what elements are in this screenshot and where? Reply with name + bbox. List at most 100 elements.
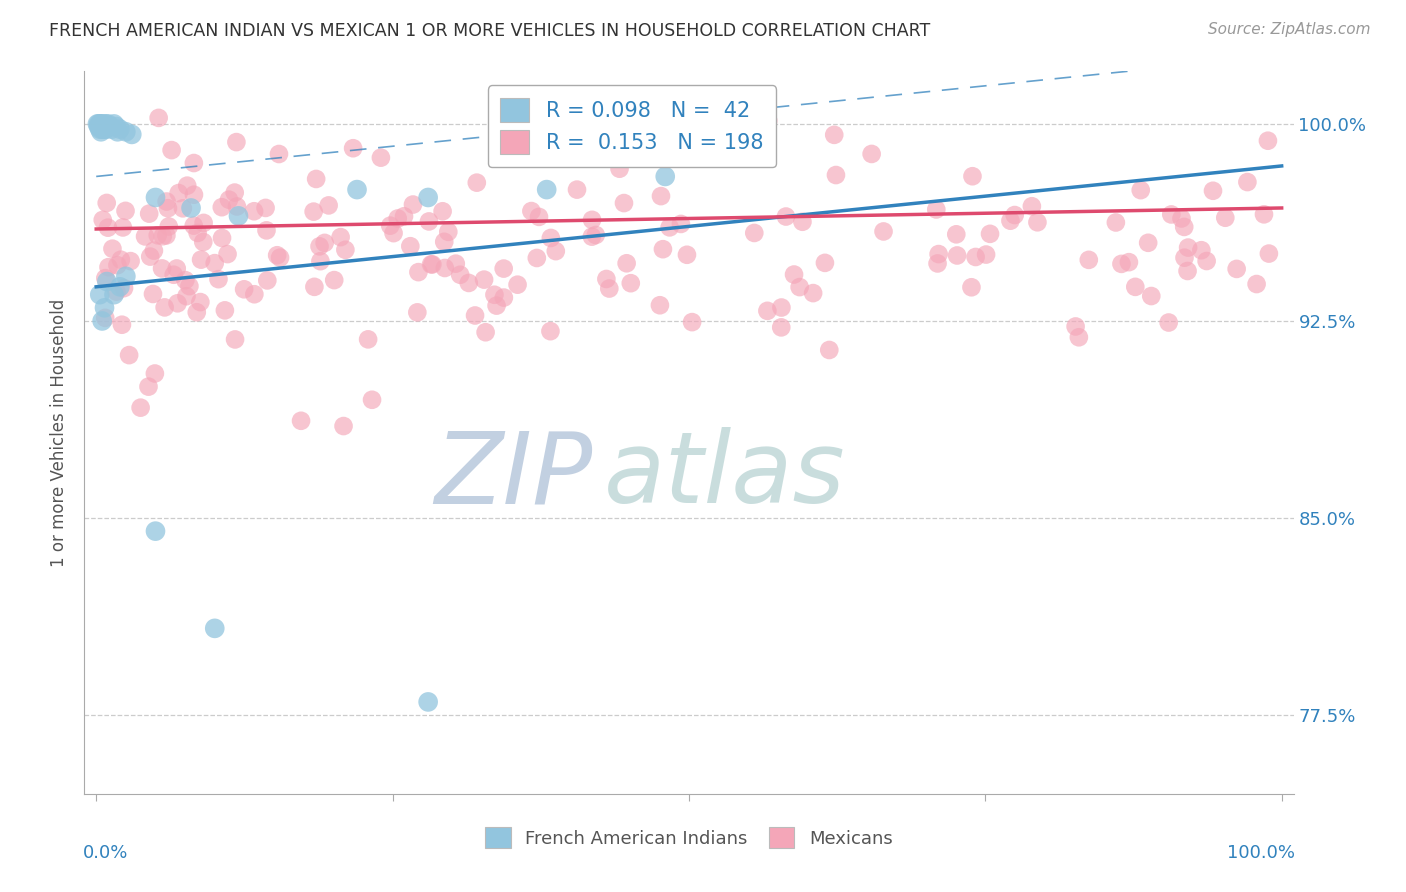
Point — [1067, 330, 1090, 344]
Point — [176, 178, 198, 193]
Point — [681, 315, 703, 329]
Point — [166, 261, 188, 276]
Point — [1111, 257, 1133, 271]
Point — [527, 210, 550, 224]
Point — [1077, 252, 1099, 267]
Point — [256, 273, 278, 287]
Point — [418, 695, 440, 709]
Point — [1226, 261, 1249, 276]
Point — [308, 239, 330, 253]
Point — [1170, 211, 1192, 226]
Point — [357, 332, 380, 346]
Point — [91, 117, 114, 131]
Point — [860, 147, 883, 161]
Point — [269, 251, 291, 265]
Point — [183, 219, 205, 233]
Point — [669, 217, 692, 231]
Point — [526, 251, 548, 265]
Point — [965, 250, 987, 264]
Point — [115, 125, 138, 139]
Point — [418, 190, 440, 204]
Point — [565, 183, 588, 197]
Text: 100.0%: 100.0% — [1226, 845, 1295, 863]
Point — [756, 113, 779, 128]
Point — [187, 226, 209, 240]
Point — [304, 280, 326, 294]
Point — [100, 120, 122, 134]
Point — [444, 257, 467, 271]
Point — [96, 120, 118, 134]
Point — [422, 257, 444, 271]
Point — [399, 239, 422, 253]
Point — [406, 305, 429, 319]
Point — [520, 204, 543, 219]
Point — [387, 211, 409, 226]
Point — [166, 296, 188, 310]
Point — [437, 225, 460, 239]
Point — [143, 367, 166, 381]
Point — [267, 147, 290, 161]
Point — [256, 223, 278, 237]
Point — [658, 220, 681, 235]
Point — [120, 254, 142, 268]
Point — [613, 196, 636, 211]
Point — [825, 168, 848, 182]
Point — [152, 229, 174, 244]
Point — [1129, 183, 1152, 197]
Text: Source: ZipAtlas.com: Source: ZipAtlas.com — [1208, 22, 1371, 37]
Point — [190, 295, 212, 310]
Point — [1105, 215, 1128, 229]
Point — [172, 202, 194, 216]
Point — [342, 141, 364, 155]
Point — [925, 202, 948, 217]
Point — [484, 287, 506, 301]
Point — [225, 135, 247, 149]
Point — [620, 276, 643, 290]
Point — [101, 242, 124, 256]
Point — [233, 282, 256, 296]
Point — [544, 244, 567, 259]
Point — [157, 219, 180, 234]
Point — [492, 261, 515, 276]
Point — [474, 325, 496, 339]
Point — [650, 189, 672, 203]
Point — [110, 252, 132, 267]
Point — [323, 273, 346, 287]
Point — [142, 244, 165, 258]
Point — [927, 256, 949, 270]
Point — [89, 117, 111, 131]
Point — [217, 247, 239, 261]
Point — [204, 621, 226, 635]
Point — [648, 298, 671, 312]
Point — [676, 248, 699, 262]
Point — [90, 125, 112, 139]
Point — [1257, 134, 1279, 148]
Point — [1000, 213, 1022, 227]
Point — [616, 256, 638, 270]
Point — [118, 348, 141, 362]
Point — [392, 209, 415, 223]
Point — [1173, 219, 1195, 234]
Point — [86, 117, 108, 131]
Point — [93, 301, 115, 315]
Point — [361, 392, 384, 407]
Point — [433, 235, 456, 249]
Point — [134, 229, 156, 244]
Point — [1257, 246, 1279, 260]
Point — [382, 226, 405, 240]
Point — [305, 172, 328, 186]
Point — [1026, 215, 1049, 229]
Point — [174, 273, 197, 287]
Text: 0.0%: 0.0% — [83, 845, 128, 863]
Point — [93, 122, 115, 136]
Point — [1253, 207, 1275, 221]
Point — [224, 333, 246, 347]
Point — [1177, 264, 1199, 278]
Point — [979, 227, 1001, 241]
Point — [266, 248, 288, 262]
Point — [770, 320, 793, 334]
Point — [97, 260, 120, 274]
Point — [100, 122, 122, 136]
Point — [609, 161, 631, 176]
Point — [145, 524, 167, 538]
